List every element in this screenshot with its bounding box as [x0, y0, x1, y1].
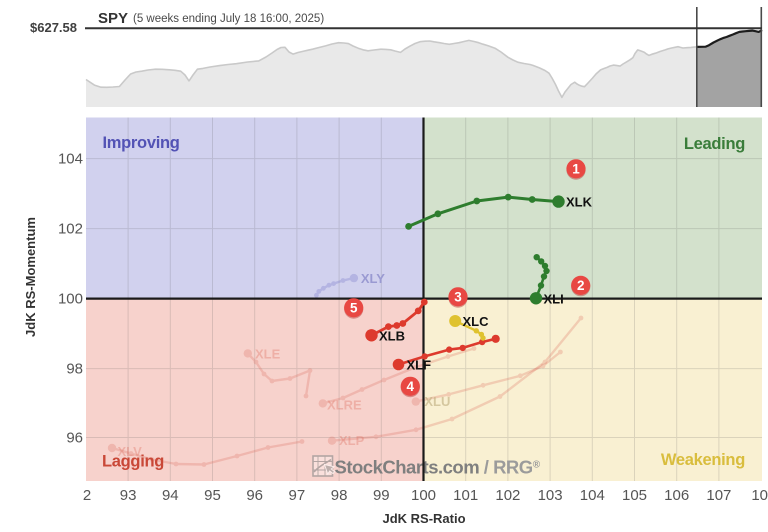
- svg-text:107: 107: [706, 487, 731, 504]
- svg-text:98: 98: [66, 361, 83, 378]
- svg-text:94: 94: [162, 487, 179, 504]
- svg-text:5: 5: [350, 301, 358, 316]
- svg-text:96: 96: [66, 430, 83, 447]
- svg-text:Improving: Improving: [103, 134, 180, 152]
- svg-text:XLB: XLB: [379, 328, 405, 343]
- svg-text:93: 93: [120, 487, 137, 504]
- svg-text:$627.58: $627.58: [30, 20, 77, 35]
- svg-text:XLU: XLU: [424, 394, 450, 409]
- svg-text:XLF: XLF: [407, 358, 432, 373]
- svg-text:XLRE: XLRE: [327, 398, 362, 413]
- svg-text:XLP: XLP: [339, 433, 365, 448]
- svg-text:Leading: Leading: [684, 135, 745, 153]
- svg-text:Weakening: Weakening: [661, 451, 745, 469]
- svg-text:105: 105: [622, 487, 647, 504]
- svg-text:98: 98: [331, 487, 348, 504]
- svg-text:97: 97: [289, 487, 306, 504]
- svg-text:95: 95: [204, 487, 221, 504]
- svg-text:XLK: XLK: [566, 195, 593, 210]
- svg-text:Lagging: Lagging: [102, 453, 164, 471]
- svg-text:99: 99: [373, 487, 390, 504]
- svg-text:XLI: XLI: [544, 291, 564, 306]
- svg-text:102: 102: [495, 487, 520, 504]
- svg-text:10: 10: [751, 487, 768, 504]
- svg-text:(5 weeks ending July 18 16:00,: (5 weeks ending July 18 16:00, 2025): [133, 13, 324, 25]
- svg-text:JdK RS-Momentum: JdK RS-Momentum: [23, 217, 38, 337]
- svg-text:101: 101: [453, 487, 478, 504]
- svg-text:4: 4: [407, 379, 415, 394]
- svg-text:104: 104: [580, 487, 605, 504]
- svg-text:102: 102: [58, 221, 83, 238]
- svg-text:96: 96: [246, 487, 263, 504]
- svg-text:XLC: XLC: [463, 314, 490, 329]
- svg-text:XLV: XLV: [118, 444, 143, 459]
- svg-text:2: 2: [83, 487, 91, 504]
- svg-text:1: 1: [572, 162, 580, 177]
- svg-text:2: 2: [577, 278, 585, 293]
- svg-text:3: 3: [454, 290, 462, 305]
- svg-text:StockCharts.com / RRG®: StockCharts.com / RRG®: [335, 457, 541, 478]
- svg-text:100: 100: [58, 291, 83, 308]
- svg-text:JdK RS-Ratio: JdK RS-Ratio: [382, 511, 465, 526]
- svg-text:104: 104: [58, 151, 83, 168]
- svg-text:103: 103: [538, 487, 563, 504]
- svg-text:SPY: SPY: [98, 10, 128, 27]
- svg-text:XLY: XLY: [361, 271, 385, 286]
- svg-text:XLE: XLE: [255, 347, 281, 362]
- svg-text:100: 100: [411, 487, 436, 504]
- svg-text:106: 106: [664, 487, 689, 504]
